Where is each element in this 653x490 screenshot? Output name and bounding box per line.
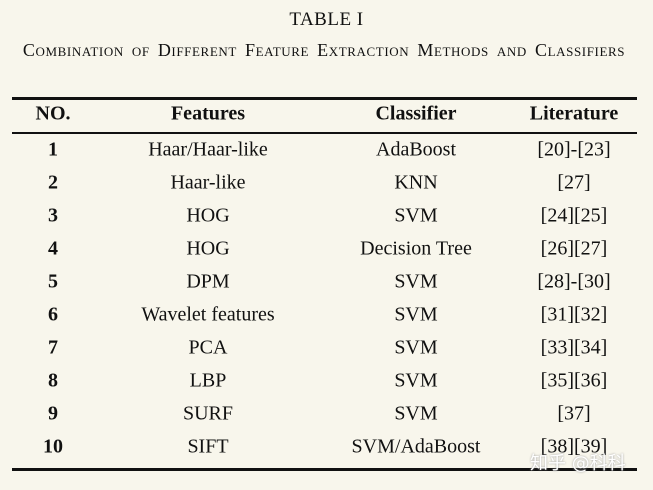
table-cell: 5 (48, 270, 58, 293)
watermark: 知乎 @科科 (530, 453, 626, 474)
header-rule (12, 132, 637, 134)
table-cell: SVM (394, 303, 438, 326)
table-cell: 4 (48, 237, 58, 260)
header-cell: NO. (35, 102, 71, 125)
table-cell: 8 (48, 369, 58, 392)
table-cell: [24][25] (540, 204, 608, 227)
table-cell: [37] (557, 402, 591, 425)
table-cell: 10 (43, 435, 63, 458)
table-caption: Combination of Different Feature Extract… (22, 40, 626, 60)
table-cell: PCA (188, 336, 228, 359)
table-cell: [31][32] (540, 303, 608, 326)
table-cell: [20]-[23] (537, 138, 611, 161)
table-cell: 6 (48, 303, 58, 326)
table-cell: 1 (48, 138, 58, 161)
table-cell: 7 (48, 336, 58, 359)
table-cell: SVM/AdaBoost (351, 435, 481, 458)
table-cell: HOG (186, 204, 230, 227)
table-cell: KNN (394, 171, 438, 194)
table-cell: 2 (48, 171, 58, 194)
table-cell: SVM (394, 270, 438, 293)
bottom-rule (12, 468, 637, 471)
table-cell: SURF (182, 402, 234, 425)
table-cell: [28]-[30] (537, 270, 611, 293)
header-cell: Classifier (375, 102, 457, 125)
table-cell: HOG (186, 237, 230, 260)
table-cell: Decision Tree (360, 237, 472, 260)
table-cell: SIFT (187, 435, 229, 458)
table-cell: AdaBoost (376, 138, 456, 161)
table-cell: 9 (48, 402, 58, 425)
top-rule (12, 97, 637, 100)
table-cell: SVM (394, 369, 438, 392)
table-cell: SVM (394, 204, 438, 227)
table-cell: [27] (557, 171, 591, 194)
header-cell: Features (170, 102, 246, 125)
header-cell: Literature (529, 102, 619, 125)
table-cell: DPM (186, 270, 230, 293)
table-cell: Haar-like (170, 171, 246, 194)
table-cell: [33][34] (540, 336, 608, 359)
table-label: TABLE I (289, 9, 364, 30)
table-cell: [26][27] (540, 237, 608, 260)
table-cell: SVM (394, 402, 438, 425)
table-cell: Haar/Haar-like (148, 138, 268, 161)
table-cell: Wavelet features (141, 303, 275, 326)
table-cell: [38][39] (540, 435, 608, 458)
table-cell: LBP (189, 369, 227, 392)
table-cell: 3 (48, 204, 58, 227)
table-cell: SVM (394, 336, 438, 359)
table-cell: [35][36] (540, 369, 608, 392)
